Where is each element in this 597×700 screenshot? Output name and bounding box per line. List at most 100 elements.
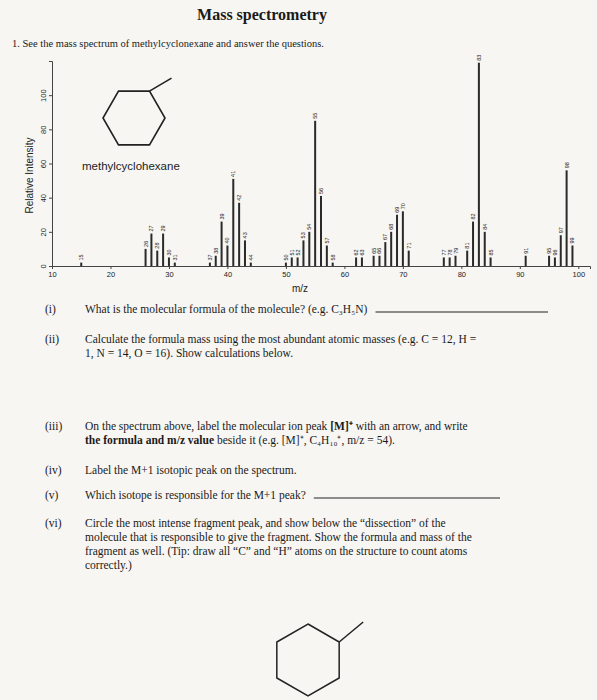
peak bbox=[490, 257, 492, 266]
peak-label: 66 bbox=[376, 248, 382, 254]
peak-label: 26 bbox=[143, 241, 149, 247]
peak bbox=[466, 251, 468, 266]
question-text: with an arrow, and write bbox=[353, 420, 468, 433]
peak bbox=[548, 256, 550, 266]
y-tick: 40 bbox=[39, 194, 52, 202]
x-tick: 30 bbox=[165, 266, 173, 279]
peak-label: 82 bbox=[470, 213, 476, 219]
peak bbox=[443, 257, 445, 266]
peak-label: 38 bbox=[213, 248, 219, 254]
x-tick-label: 70 bbox=[399, 270, 407, 279]
question-text: Circle the most intense fragment peak, a… bbox=[85, 517, 446, 530]
peak-label: 52 bbox=[295, 249, 301, 255]
question-line: fragment as well. (Tip: draw all “C” and… bbox=[85, 545, 468, 558]
peak bbox=[402, 211, 404, 266]
methyl-bond bbox=[150, 78, 172, 91]
y-tick-label: 100 bbox=[39, 89, 48, 102]
y-tick-mark bbox=[49, 266, 52, 267]
x-tick-mark bbox=[403, 266, 404, 269]
peak-label: 85 bbox=[488, 249, 494, 255]
peak bbox=[484, 232, 486, 266]
intro: 1. See the mass spectrum of methylcyclon… bbox=[12, 38, 324, 49]
y-tick: 20 bbox=[39, 228, 52, 236]
peak-label: 98 bbox=[564, 162, 570, 168]
x-tick: 100 bbox=[573, 266, 586, 279]
answer-blank bbox=[375, 312, 548, 313]
peak-label: 53 bbox=[300, 232, 306, 238]
question-text: beside it (e.g. [M]⁺, C₄H₁₀⁺, m/z = 54). bbox=[214, 434, 395, 447]
question-text: What is the molecular formula of the mol… bbox=[85, 303, 367, 316]
question-line: molecule that is responsible to give the… bbox=[85, 531, 472, 544]
title: Mass spectrometry bbox=[197, 6, 327, 24]
peak bbox=[209, 263, 211, 266]
peak bbox=[355, 257, 357, 266]
annotation: methylcyclohexane bbox=[82, 160, 180, 172]
question-number: (vi) bbox=[45, 517, 62, 530]
plot-area bbox=[80, 63, 573, 266]
peak bbox=[285, 263, 287, 266]
peak bbox=[378, 256, 380, 266]
peak bbox=[156, 251, 158, 266]
x-tick-mark bbox=[110, 266, 111, 269]
answer-structure bbox=[277, 622, 363, 696]
x-tick-label: 30 bbox=[165, 270, 173, 279]
ring bbox=[103, 91, 165, 145]
peak-label: 57 bbox=[324, 237, 330, 243]
x-tick-label: 80 bbox=[458, 270, 466, 279]
y-axis-title: Relative Intensity bbox=[24, 137, 35, 213]
question-line: On the spectrum above, label the molecul… bbox=[85, 420, 468, 433]
question-line: 1, N = 14, O = 16). Show calculations be… bbox=[85, 347, 293, 360]
question-text: correctly.) bbox=[85, 559, 132, 572]
y-tick-mark bbox=[49, 164, 52, 165]
x-tick-label: 60 bbox=[341, 270, 349, 279]
y-tick-mark bbox=[49, 232, 52, 233]
x-tick-mark bbox=[578, 266, 579, 269]
y-tick: 60 bbox=[39, 160, 52, 168]
question-text: [M]⁺ bbox=[330, 420, 353, 432]
x-tick-label: 50 bbox=[282, 270, 290, 279]
peak-label: 84 bbox=[482, 224, 488, 230]
peak bbox=[215, 256, 217, 266]
question-text: 1, N = 14, O = 16). Show calculations be… bbox=[85, 347, 293, 360]
peak bbox=[478, 63, 480, 266]
peak-label: 99 bbox=[569, 237, 575, 243]
peak-label: 54 bbox=[306, 224, 312, 230]
peak-label: 37 bbox=[207, 254, 213, 260]
question-text: the formula and m/z value bbox=[85, 434, 214, 446]
question-number: (iv) bbox=[45, 464, 62, 477]
x-tick: 90 bbox=[516, 266, 524, 279]
peak bbox=[174, 263, 176, 266]
peak bbox=[396, 215, 398, 266]
peak-label: 56 bbox=[318, 188, 324, 194]
x-axis: 102030405060708090100 bbox=[48, 266, 590, 279]
peak bbox=[566, 170, 568, 266]
peak bbox=[571, 246, 573, 267]
y-tick: 80 bbox=[39, 126, 52, 134]
chart: 102030405060708090100020406080100Relativ… bbox=[24, 55, 591, 294]
peak-label: 96 bbox=[552, 249, 558, 255]
x-tick-label: 20 bbox=[107, 270, 115, 279]
question-text: On the spectrum above, label the molecul… bbox=[85, 420, 330, 433]
peak-label: 97 bbox=[558, 227, 564, 233]
peak bbox=[145, 249, 147, 266]
peak-label: 67 bbox=[382, 234, 388, 240]
peak-label: 28 bbox=[154, 243, 160, 249]
peak-label: 27 bbox=[148, 225, 154, 231]
y-tick-mark bbox=[49, 129, 52, 130]
question-line: the formula and m/z value beside it (e.g… bbox=[85, 434, 395, 447]
question-line: correctly.) bbox=[85, 559, 132, 572]
x-tick-label: 100 bbox=[573, 270, 586, 279]
x-tick: 10 bbox=[48, 266, 56, 279]
peak-label: 42 bbox=[236, 195, 242, 201]
peak-label: 79 bbox=[453, 248, 459, 254]
peak bbox=[244, 240, 246, 266]
question-line: Which isotope is responsible for the M+1… bbox=[85, 489, 306, 502]
question-number: (i) bbox=[45, 303, 56, 316]
y-axis: 020406080100 bbox=[39, 62, 53, 269]
x-tick: 50 bbox=[282, 266, 290, 279]
peak bbox=[221, 222, 223, 266]
molecule-structure bbox=[103, 78, 172, 145]
peak-label: 43 bbox=[242, 232, 248, 238]
peak bbox=[373, 256, 375, 266]
answer-blank bbox=[314, 498, 500, 499]
